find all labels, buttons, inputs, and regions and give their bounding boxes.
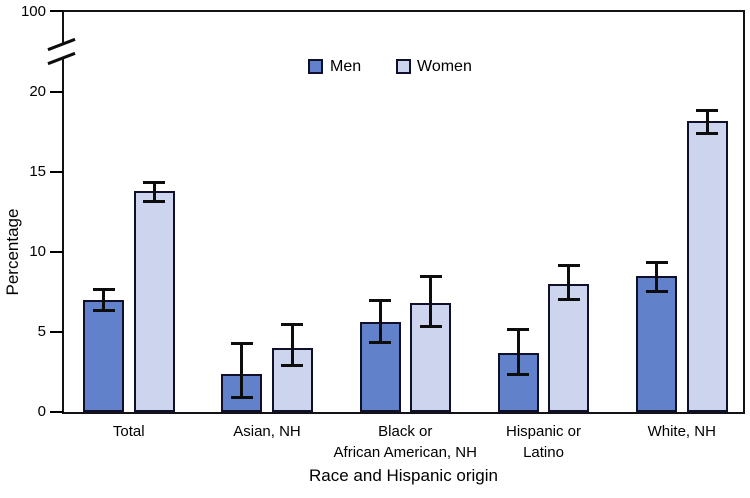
error-bar-cap-bottom [696, 131, 718, 135]
legend-label-men: Men [330, 58, 362, 75]
legend-swatch-women [396, 59, 411, 74]
error-bar-line [102, 288, 105, 312]
bar-women [271, 348, 313, 412]
y-tick [50, 331, 63, 333]
error-bar-cap-top [230, 342, 253, 346]
error-bar-cap-bottom [230, 395, 253, 399]
error-bar-cap-top [369, 299, 391, 302]
error-bar-cap-top [143, 180, 165, 184]
x-category-label: Asian, NH [172, 421, 362, 442]
error-bar-cap-top [696, 108, 718, 112]
x-category-label-line: African American, NH [333, 444, 477, 461]
bar-women [133, 191, 175, 412]
bar-men [636, 276, 677, 412]
x-category-label-line: Asian, NH [233, 423, 301, 440]
y-tick-label: 15 [29, 163, 46, 180]
error-bar-line [152, 181, 156, 203]
error-bar-cap-bottom [143, 200, 165, 204]
error-bar-cap-bottom [419, 325, 442, 329]
error-bar-line [705, 109, 709, 134]
error-bar-cap-bottom [369, 341, 391, 345]
error-bar-line [429, 276, 432, 328]
x-category-label-line: Latino [523, 444, 564, 461]
error-bar-line [240, 343, 244, 398]
error-bar-line [655, 261, 658, 292]
error-bar-cap-top [557, 263, 580, 267]
error-bar-cap-bottom [92, 309, 115, 313]
legend: Men Women [0, 57, 750, 79]
y-tick [50, 251, 63, 253]
y-tick [50, 411, 63, 413]
error-bar-cap-top [507, 327, 530, 331]
x-category-label: Total [34, 421, 224, 442]
x-category-label-line: Total [112, 423, 145, 440]
y-tick [50, 91, 63, 93]
plot-inner [64, 12, 743, 412]
x-category-label-line: Black or [378, 423, 433, 440]
error-bar-cap-bottom [507, 373, 530, 377]
x-category-label-line: White, NH [647, 423, 716, 440]
error-bar-line [567, 264, 571, 300]
bar-women [548, 284, 590, 412]
error-bar-cap-bottom [557, 298, 580, 301]
axis-break-gap [60, 44, 68, 59]
error-bar-cap-bottom [281, 363, 304, 367]
legend-swatch-men [308, 59, 323, 74]
error-bar-cap-top [645, 260, 668, 264]
error-bar-cap-top [92, 287, 115, 291]
y-tick-label: 10 [29, 243, 46, 260]
bar-women [686, 121, 728, 412]
error-bar-line [378, 300, 382, 344]
error-bar-cap-top [281, 323, 304, 326]
y-tick-label: 0 [37, 403, 46, 420]
legend-label-women: Women [417, 58, 472, 75]
error-bar-cap-bottom [645, 290, 668, 293]
plot-area [62, 10, 745, 414]
error-bar-cap-top [419, 275, 442, 278]
x-axis-title: Race and Hispanic origin [309, 466, 498, 485]
y-tick-label-break-top: 100 [20, 3, 46, 20]
x-category-label: Black or African American, NH [310, 421, 500, 463]
y-tick-label: 5 [37, 323, 46, 340]
y-tick-break-top [50, 10, 63, 12]
error-bar-line [290, 324, 294, 366]
x-category-label: White, NH [587, 421, 750, 442]
y-tick [50, 171, 63, 173]
x-category-label-line: Hispanic or [505, 423, 582, 440]
bar-men [83, 300, 124, 412]
y-tick-label: 20 [29, 83, 46, 100]
error-bar-line [516, 328, 520, 376]
x-category-label: Hispanic or Latino [449, 421, 639, 463]
